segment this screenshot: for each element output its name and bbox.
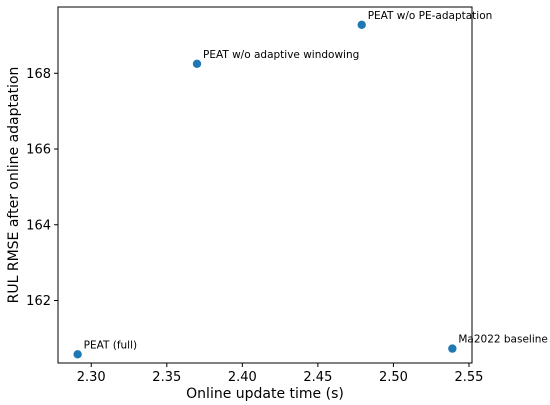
y-tick-label: 164 — [26, 218, 51, 233]
x-axis-label: Online update time (s) — [186, 386, 344, 402]
data-point-label: Ma2022 baseline — [458, 334, 548, 346]
plot-frame — [57, 6, 473, 364]
x-tick-label: 2.50 — [379, 370, 408, 385]
y-tick-label: 166 — [26, 143, 51, 158]
x-tick-label: 2.45 — [303, 370, 332, 385]
data-point — [192, 59, 202, 69]
data-point — [357, 20, 366, 29]
x-tick-label: 2.30 — [77, 370, 106, 385]
x-tick-label: 2.40 — [228, 370, 257, 385]
y-tick-label: 168 — [26, 67, 51, 82]
data-point-label: PEAT w/o adaptive windowing — [203, 49, 359, 61]
y-tick-label: 162 — [26, 294, 51, 309]
data-point — [73, 350, 82, 359]
x-tick-label: 2.55 — [455, 370, 484, 385]
x-tick-label: 2.35 — [152, 370, 181, 385]
axis-ticks: 2.30 2.35 2.40 2.45 2.50 2.55 162 164 166 168 — [26, 67, 483, 385]
data-point-label: PEAT (full) — [84, 339, 137, 351]
y-axis-label: RUL RMSE after online adaptation — [6, 67, 22, 304]
data-point-label: PEAT w/o PE-adaptation — [368, 10, 493, 22]
data-point — [448, 344, 457, 353]
data-points: PEAT (full) PEAT w/o adaptive windowing PE… — [73, 10, 548, 359]
